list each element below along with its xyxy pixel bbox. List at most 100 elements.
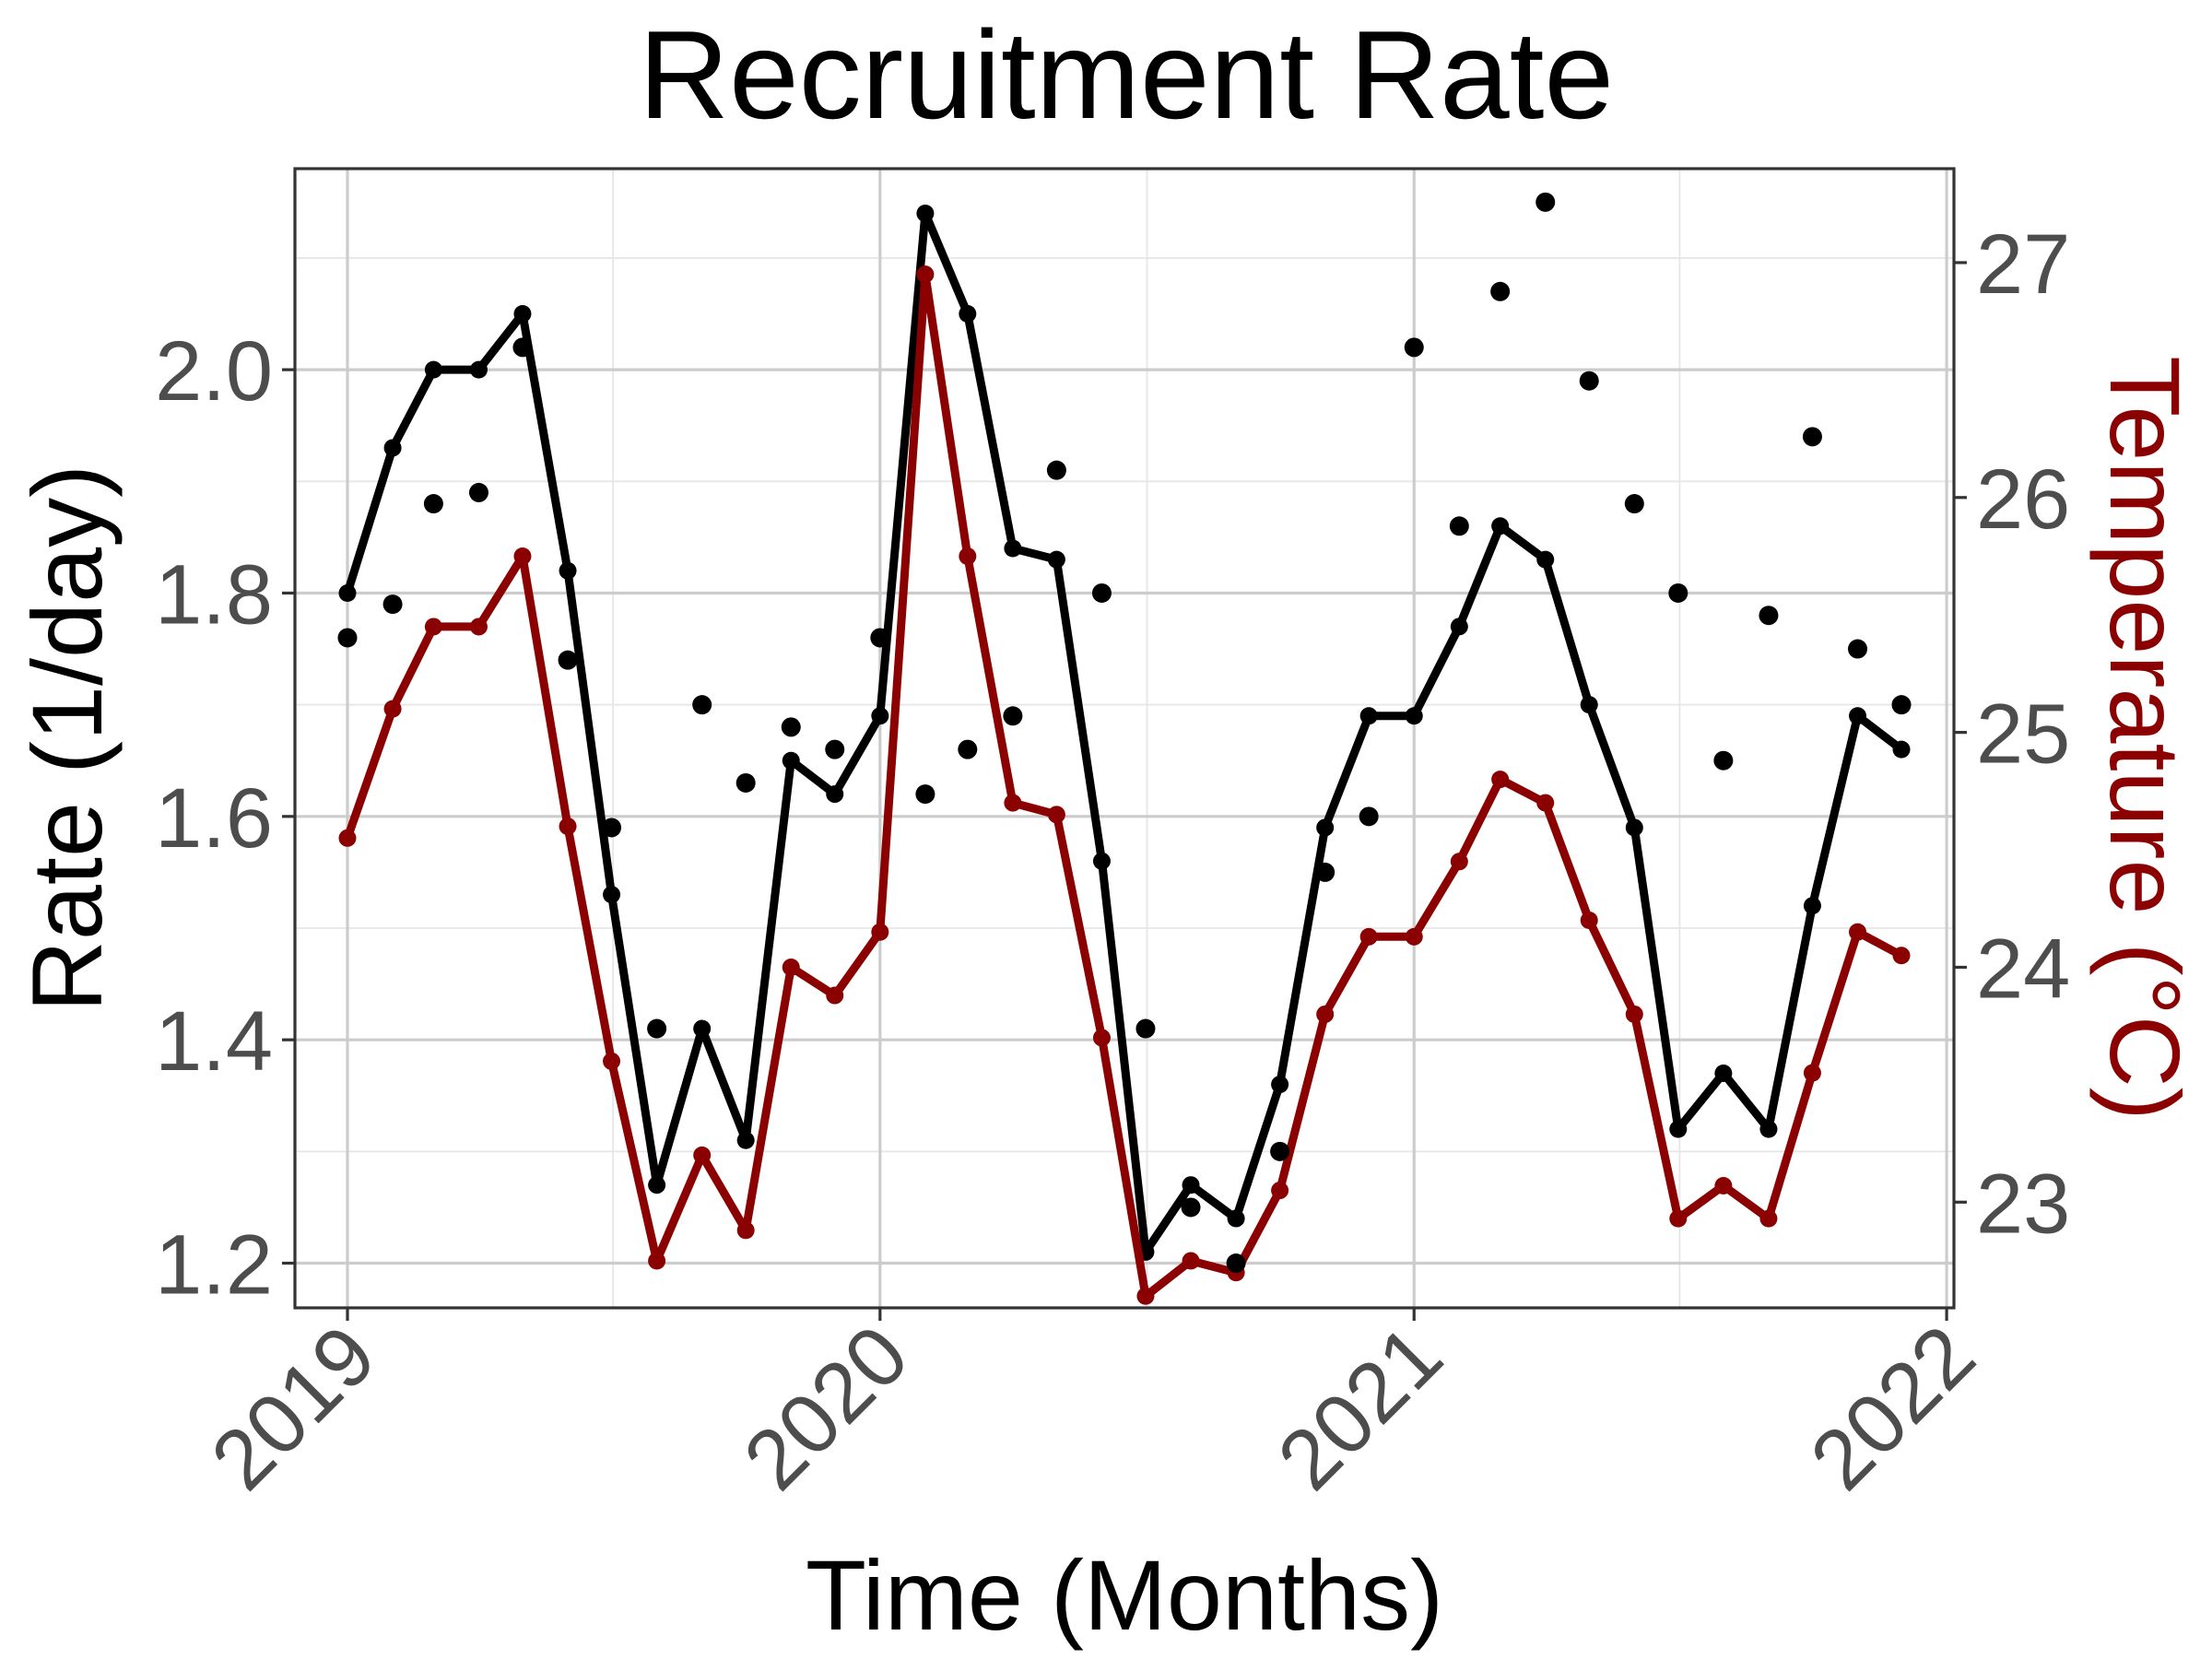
series-vertex xyxy=(1450,618,1468,636)
data-point xyxy=(1579,371,1599,391)
series-vertex xyxy=(1759,1209,1778,1228)
data-point xyxy=(735,772,756,793)
series-vertex xyxy=(782,958,800,976)
data-point xyxy=(1449,516,1469,536)
series-vertex xyxy=(1047,806,1065,824)
y-tick-label: 2.0 xyxy=(155,324,273,418)
series-vertex xyxy=(1004,794,1022,812)
series-vertex xyxy=(1892,740,1911,759)
y2-tick-label: 24 xyxy=(1976,922,2070,1016)
data-point xyxy=(558,650,578,670)
series-vertex xyxy=(1004,539,1022,558)
series-vertex xyxy=(1536,550,1555,569)
series-vertex xyxy=(736,1131,755,1149)
series-vertex xyxy=(1892,947,1911,965)
series-vertex xyxy=(693,1146,712,1164)
series-vertex xyxy=(1580,696,1598,714)
data-point xyxy=(1226,1253,1246,1274)
data-point xyxy=(692,695,712,715)
data-point xyxy=(1668,582,1688,603)
series-vertex xyxy=(648,1176,666,1194)
series-vertex xyxy=(1580,912,1598,930)
series-line xyxy=(343,270,1906,1300)
series-vertex xyxy=(826,785,844,804)
series-vertex xyxy=(693,1019,712,1038)
data-point xyxy=(1713,750,1734,771)
series-vertex xyxy=(559,818,577,836)
series-vertex xyxy=(1759,1120,1778,1138)
series-vertex xyxy=(1669,1209,1688,1228)
series-vertex xyxy=(648,1252,666,1270)
series-vertex xyxy=(1714,1065,1733,1083)
series-vertex xyxy=(1450,853,1468,871)
series-vertex xyxy=(959,547,977,565)
series-vertex xyxy=(916,265,935,284)
y2-tick-label: 26 xyxy=(1976,453,2070,547)
series-vertex xyxy=(1227,1209,1245,1228)
data-point xyxy=(825,739,845,759)
series-vertex xyxy=(338,829,357,847)
data-point xyxy=(1759,606,1779,626)
plot-panel xyxy=(293,167,1956,1310)
data-point xyxy=(512,337,533,358)
data-point xyxy=(915,784,935,805)
series-vertex xyxy=(1491,517,1510,535)
y2-tick-label: 25 xyxy=(1976,688,2070,782)
series-vertex xyxy=(424,618,442,636)
series-vertex xyxy=(1182,1176,1200,1194)
series-vertex xyxy=(603,1052,621,1070)
series-vertex xyxy=(736,1221,755,1240)
series-vertex xyxy=(1136,1287,1155,1305)
series-vertex xyxy=(1316,818,1335,837)
series-vertex xyxy=(826,986,844,1005)
data-point xyxy=(468,482,488,502)
series-vertex xyxy=(338,583,357,602)
series-0 xyxy=(338,204,1911,1261)
series-line xyxy=(343,209,1906,1256)
data-point xyxy=(382,594,403,615)
data-point xyxy=(958,739,978,759)
data-point xyxy=(1891,695,1912,715)
x-tick-label: 2021 xyxy=(1261,1308,1461,1508)
data-point xyxy=(1535,192,1556,212)
data-point xyxy=(1490,281,1511,301)
series-vertex xyxy=(1536,794,1555,812)
y-tick-label: 1.2 xyxy=(155,1218,273,1312)
axes: 1.2 1.4 1.6 1.8 2.0 23 24 25 26 27 2019 2020 2021 202… xyxy=(155,218,2070,1508)
series-vertex xyxy=(1849,707,1867,725)
series-vertex xyxy=(1491,771,1510,789)
y2-tick-label: 23 xyxy=(1976,1157,2070,1251)
data-point xyxy=(1404,337,1424,358)
data-point xyxy=(1135,1018,1156,1039)
series-vertex xyxy=(1359,707,1378,725)
series-vertex xyxy=(383,700,402,718)
data-point xyxy=(1181,1197,1201,1218)
y-tick-label: 1.8 xyxy=(155,547,273,641)
series-vertex xyxy=(1182,1252,1200,1270)
series-vertex xyxy=(1669,1120,1688,1138)
x-tick-label: 2022 xyxy=(1793,1308,1993,1508)
data-point xyxy=(647,1018,667,1039)
series-vertex xyxy=(1316,1005,1335,1023)
series-vertex xyxy=(383,439,402,457)
y-axis-title: Rate (1/day) xyxy=(11,465,123,1012)
series-vertex xyxy=(1271,1076,1289,1094)
data-point xyxy=(1315,862,1335,882)
data-point xyxy=(1802,427,1822,447)
data-point xyxy=(423,494,443,514)
grid-lines xyxy=(295,169,1954,1308)
y2-tick-label: 27 xyxy=(1976,218,2070,312)
data-point xyxy=(1624,494,1644,514)
data-point xyxy=(1091,582,1112,603)
series-vertex xyxy=(603,886,621,904)
series-vertex xyxy=(1803,1064,1821,1082)
data-point xyxy=(1046,460,1066,480)
series-vertex xyxy=(1047,550,1065,569)
series-vertex xyxy=(782,751,800,770)
series-layer xyxy=(337,192,1912,1305)
series-2 xyxy=(337,192,1912,1274)
series-vertex xyxy=(871,707,889,725)
series-vertex xyxy=(1714,1176,1733,1194)
series-vertex xyxy=(469,360,488,379)
series-vertex xyxy=(513,305,532,324)
